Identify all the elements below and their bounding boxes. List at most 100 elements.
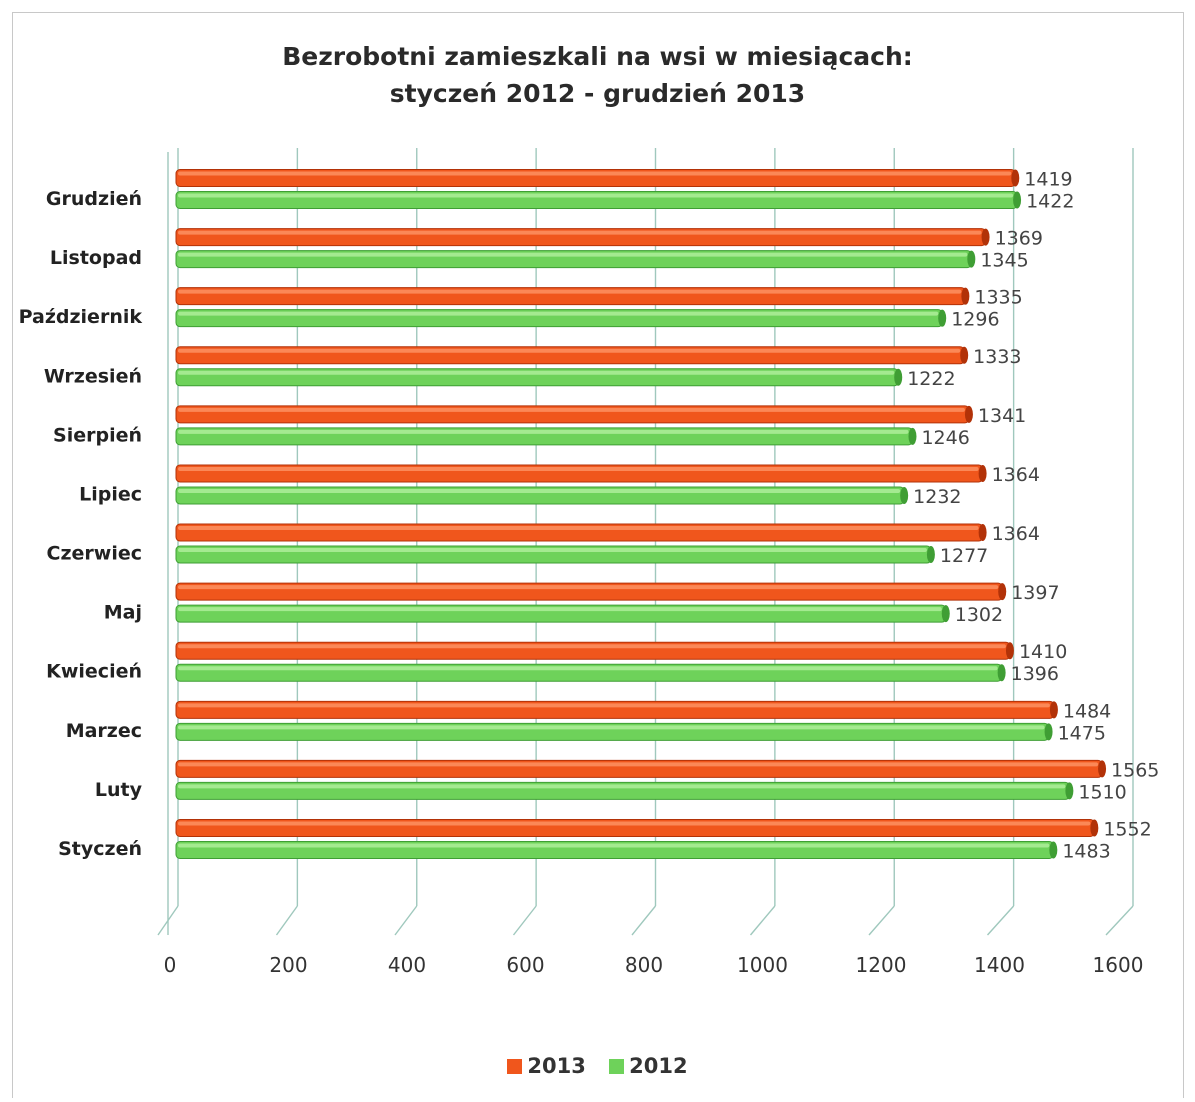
bar-end-2012-4 xyxy=(908,427,917,445)
bar-end-2012-10 xyxy=(1065,782,1074,800)
bar-highlight-2012-1 xyxy=(178,252,968,257)
category-label-8: Kwiecień xyxy=(46,661,142,683)
x-tick-label-200: 200 xyxy=(269,953,307,977)
bar-end-2012-7 xyxy=(941,605,950,623)
bar-layer xyxy=(175,169,1107,859)
legend: 2013 2012 xyxy=(0,1054,1195,1078)
data-label-2012-11: 1483 xyxy=(1062,841,1110,863)
legend-item-2013: 2013 xyxy=(507,1054,586,1078)
bar-end-2012-0 xyxy=(1013,191,1022,209)
bar-end-2013-1 xyxy=(981,228,990,246)
bar-highlight-2012-0 xyxy=(178,193,1014,198)
bar-highlight-2013-0 xyxy=(178,171,1012,176)
data-label-2012-2: 1296 xyxy=(951,309,999,331)
floor-line-200 xyxy=(275,905,298,936)
x-tick-label-0: 0 xyxy=(164,953,177,977)
data-label-2012-5: 1232 xyxy=(913,486,961,508)
bar-end-2013-6 xyxy=(978,524,987,542)
bar-highlight-2013-2 xyxy=(178,289,962,294)
category-label-9: Marzec xyxy=(66,720,142,742)
data-label-2013-0: 1419 xyxy=(1024,169,1072,191)
data-label-2013-6: 1364 xyxy=(992,523,1040,545)
bar-end-2013-11 xyxy=(1090,819,1099,837)
floor-line-800 xyxy=(631,905,657,936)
data-label-2012-7: 1302 xyxy=(955,604,1003,626)
floor-line-400 xyxy=(394,905,418,936)
data-label-2013-7: 1397 xyxy=(1011,582,1059,604)
bar-highlight-2012-3 xyxy=(178,370,895,375)
floor-line-1600 xyxy=(1105,905,1134,936)
chart-title: Bezrobotni zamieszkali na wsi w miesiąca… xyxy=(0,38,1195,112)
bar-end-2013-9 xyxy=(1049,701,1058,719)
data-label-2013-4: 1341 xyxy=(978,405,1026,427)
category-label-3: Wrzesień xyxy=(44,365,142,387)
category-label-1: Listopad xyxy=(50,247,142,269)
data-label-2012-0: 1422 xyxy=(1026,191,1074,213)
bar-end-2013-2 xyxy=(961,287,970,305)
legend-label-2013: 2013 xyxy=(527,1054,586,1078)
data-label-2012-1: 1345 xyxy=(980,250,1028,272)
x-tick-label-1200: 1200 xyxy=(856,953,907,977)
bar-highlight-2012-2 xyxy=(178,311,939,316)
category-label-5: Lipiec xyxy=(79,483,142,505)
data-label-2013-9: 1484 xyxy=(1063,700,1111,722)
bar-end-2013-8 xyxy=(1005,642,1014,660)
data-label-2013-3: 1333 xyxy=(973,346,1021,368)
bar-end-2012-11 xyxy=(1049,841,1058,859)
data-label-2012-10: 1510 xyxy=(1078,781,1126,803)
floor-line-1400 xyxy=(986,905,1015,936)
chart-title-line1: Bezrobotni zamieszkali na wsi w miesiąca… xyxy=(282,42,913,71)
bar-highlight-2013-7 xyxy=(178,585,999,590)
bar-end-2013-4 xyxy=(964,405,973,423)
bar-end-2012-6 xyxy=(926,546,935,564)
bar-end-2012-5 xyxy=(900,486,909,504)
category-label-2: Październik xyxy=(19,306,143,328)
bar-end-2013-7 xyxy=(998,583,1007,601)
legend-label-2012: 2012 xyxy=(629,1054,688,1078)
data-label-2012-6: 1277 xyxy=(940,545,988,567)
legend-item-2012: 2012 xyxy=(609,1054,688,1078)
category-label-10: Luty xyxy=(95,779,143,801)
category-label-6: Czerwiec xyxy=(47,543,142,565)
data-label-2013-10: 1565 xyxy=(1111,759,1159,781)
bar-end-2013-5 xyxy=(978,464,987,482)
bar-highlight-2012-11 xyxy=(178,843,1050,848)
data-label-2013-5: 1364 xyxy=(992,464,1040,486)
chart-title-line2: styczeń 2012 - grudzień 2013 xyxy=(389,79,806,108)
data-label-2012-4: 1246 xyxy=(921,427,969,449)
data-label-2012-3: 1222 xyxy=(907,368,955,390)
bar-highlight-2013-9 xyxy=(178,703,1050,708)
x-tick-label-1400: 1400 xyxy=(974,953,1025,977)
data-label-2013-2: 1335 xyxy=(974,287,1022,309)
bar-end-2012-3 xyxy=(894,368,903,386)
floor-line-1000 xyxy=(749,905,776,936)
x-tick-label-1600: 1600 xyxy=(1093,953,1144,977)
bar-end-2012-9 xyxy=(1044,723,1053,741)
floor-line-1200 xyxy=(868,905,895,936)
category-label-4: Sierpień xyxy=(53,424,142,446)
bar-highlight-2012-7 xyxy=(178,607,942,612)
bar-end-2013-3 xyxy=(960,346,969,364)
bar-highlight-2012-4 xyxy=(178,429,909,434)
bar-end-2012-1 xyxy=(967,250,976,268)
floor-line-600 xyxy=(512,905,537,936)
category-label-11: Styczeń xyxy=(58,838,142,860)
data-label-2012-9: 1475 xyxy=(1058,722,1106,744)
bar-highlight-2013-8 xyxy=(178,644,1006,649)
bar-highlight-2013-4 xyxy=(178,407,965,412)
data-label-2013-11: 1552 xyxy=(1103,819,1151,841)
bar-end-2013-0 xyxy=(1011,169,1020,187)
bar-highlight-2013-3 xyxy=(178,348,961,353)
legend-swatch-2013 xyxy=(507,1059,523,1074)
bar-highlight-2012-6 xyxy=(178,548,927,553)
bar-end-2012-8 xyxy=(997,664,1006,682)
bar-highlight-2012-10 xyxy=(178,784,1066,789)
x-tick-label-1000: 1000 xyxy=(737,953,788,977)
bar-highlight-2012-5 xyxy=(178,488,901,493)
x-tick-label-400: 400 xyxy=(388,953,426,977)
bar-highlight-2013-11 xyxy=(178,821,1091,826)
x-tick-label-600: 600 xyxy=(506,953,544,977)
bar-highlight-2013-5 xyxy=(178,466,979,471)
data-label-2013-8: 1410 xyxy=(1019,641,1067,663)
